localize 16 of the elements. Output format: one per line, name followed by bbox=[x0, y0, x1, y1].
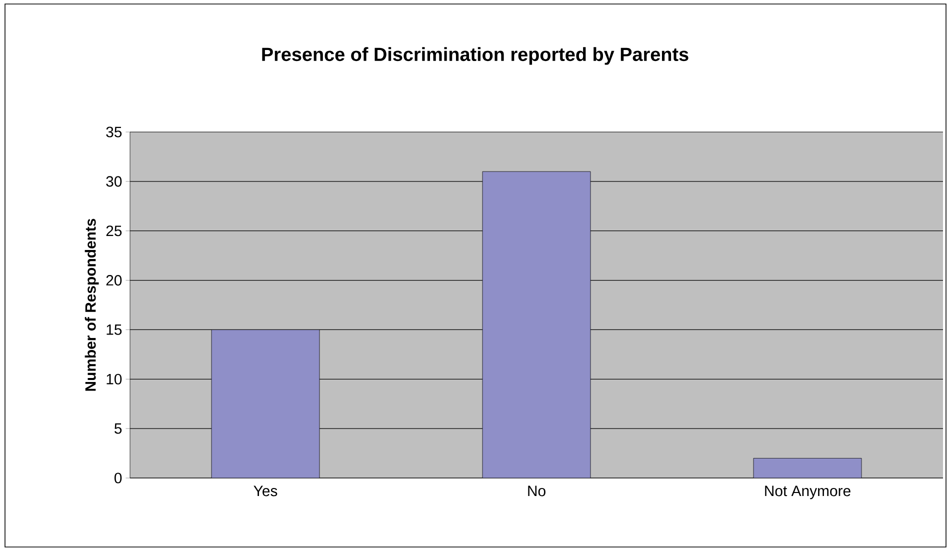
y-axis-title: Number of Respondents bbox=[84, 218, 99, 391]
bar bbox=[482, 171, 591, 478]
bar bbox=[211, 330, 320, 478]
y-tick-label: 0 bbox=[114, 472, 122, 484]
y-tick-label: 30 bbox=[106, 176, 122, 187]
bar bbox=[753, 458, 862, 478]
x-tick-label: Not Anymore bbox=[765, 486, 850, 500]
y-tick-label: 35 bbox=[106, 126, 122, 138]
y-tick-label: 10 bbox=[106, 374, 122, 384]
y-tick-label: 15 bbox=[106, 324, 122, 335]
x-tick-label: Yes bbox=[254, 486, 278, 496]
y-tick-label: 25 bbox=[106, 226, 122, 236]
chart-title: Presence of Discrimination reported by Parents bbox=[262, 47, 688, 65]
y-tick-label: 20 bbox=[106, 274, 122, 286]
y-tick-label: 5 bbox=[114, 423, 122, 434]
x-tick-label: No bbox=[528, 486, 546, 496]
